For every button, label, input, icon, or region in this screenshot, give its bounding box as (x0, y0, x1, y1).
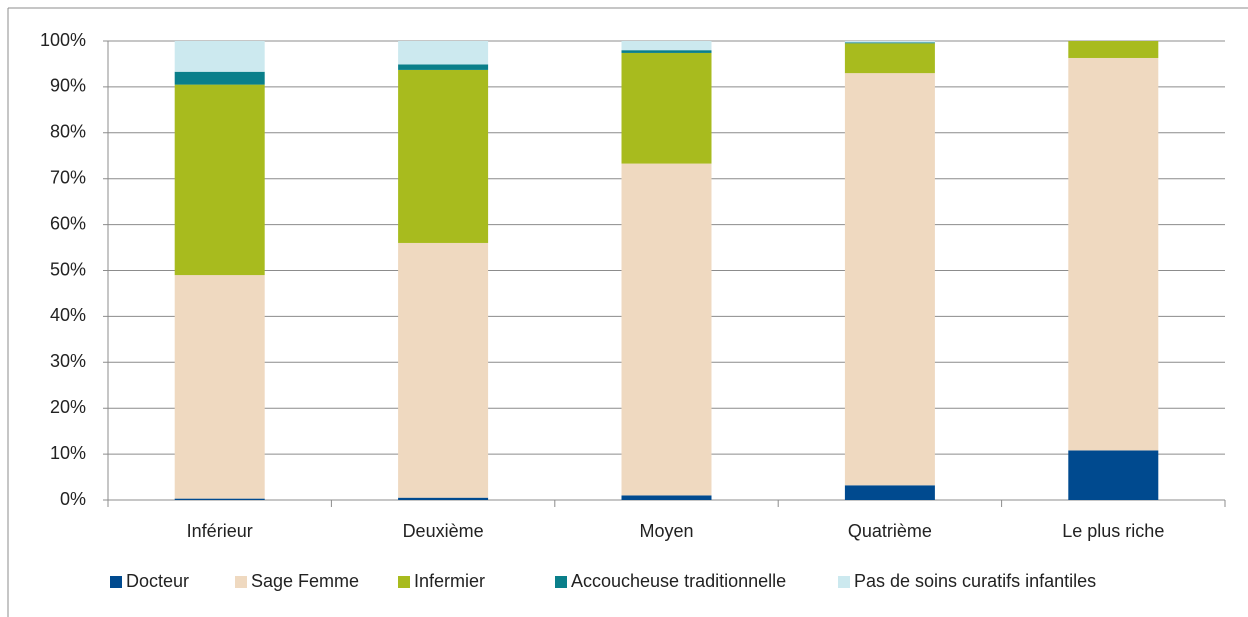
bar-segment (398, 64, 489, 70)
bar-segment (1068, 450, 1159, 500)
legend-swatch (235, 576, 247, 588)
x-tick-label: Le plus riche (1062, 521, 1164, 541)
y-tick-label: 60% (50, 213, 86, 233)
bar-segment (1068, 41, 1159, 58)
bar-segment (844, 43, 935, 74)
y-tick-label: 50% (50, 259, 86, 279)
bar-segment (621, 50, 712, 53)
y-tick-label: 70% (50, 167, 86, 187)
bar-segment (174, 41, 265, 72)
bar-segment (621, 52, 712, 164)
y-tick-label: 100% (40, 30, 86, 50)
legend-swatch (398, 576, 410, 588)
y-tick-label: 0% (60, 489, 86, 509)
bar-segment (398, 242, 489, 498)
legend-label: Docteur (126, 571, 189, 591)
y-tick-label: 80% (50, 122, 86, 142)
y-tick-label: 30% (50, 351, 86, 371)
bar-segment (174, 84, 265, 276)
bar-segment (398, 69, 489, 243)
bar-segment (844, 73, 935, 486)
legend-swatch (555, 576, 567, 588)
x-tick-label: Moyen (639, 521, 693, 541)
y-tick-label: 10% (50, 443, 86, 463)
legend-label: Sage Femme (251, 571, 359, 591)
legend-label: Pas de soins curatifs infantiles (854, 571, 1096, 591)
x-tick-label: Deuxième (403, 521, 484, 541)
bar-segment (1068, 57, 1159, 451)
y-tick-label: 20% (50, 397, 86, 417)
bar-segment (621, 495, 712, 500)
bar-segment (844, 41, 935, 43)
legend-swatch (110, 576, 122, 588)
bar-segment (398, 41, 489, 65)
bar-segment (621, 41, 712, 51)
y-tick-label: 40% (50, 305, 86, 325)
bar-segment (174, 498, 265, 500)
bar-segment (844, 42, 935, 44)
x-tick-label: Quatrième (848, 521, 932, 541)
bar-segment (398, 497, 489, 500)
legend-label: Accoucheuse traditionnelle (571, 571, 786, 591)
legend-label: Infermier (414, 571, 485, 591)
x-tick-label: Inférieur (187, 521, 253, 541)
legend-swatch (838, 576, 850, 588)
bar-segment (174, 71, 265, 85)
bar-segment (174, 275, 265, 499)
y-tick-label: 90% (50, 76, 86, 96)
bar-segment (844, 485, 935, 500)
bar-segment (621, 163, 712, 496)
